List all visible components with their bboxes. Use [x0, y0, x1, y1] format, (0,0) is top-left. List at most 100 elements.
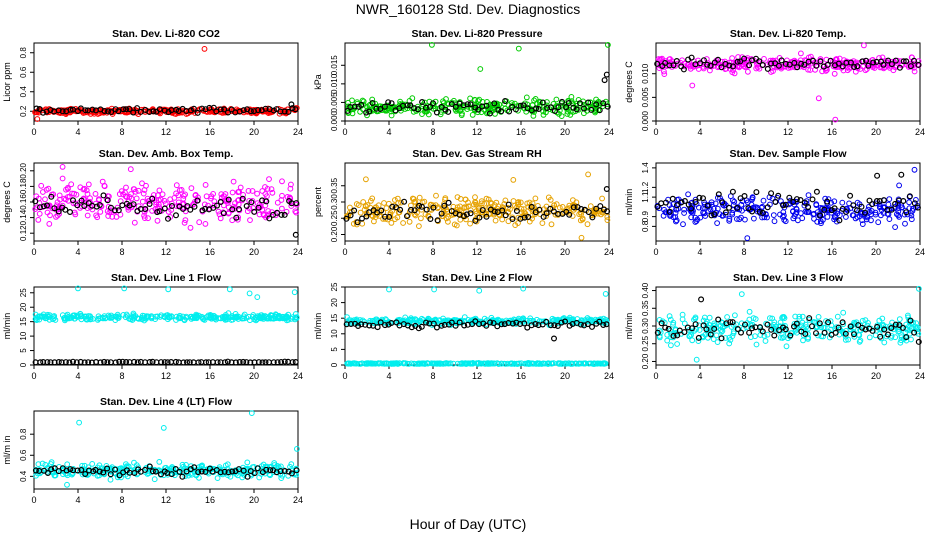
data-point-magenta — [736, 64, 742, 71]
x-tick-label: 4 — [75, 371, 80, 381]
data-point-magenta — [661, 71, 668, 77]
data-point-black — [115, 207, 122, 214]
data-point-magenta — [220, 202, 227, 209]
data-point-green — [537, 99, 543, 106]
data-point-black — [248, 199, 255, 206]
data-point-black — [115, 108, 122, 115]
data-point-blue — [813, 201, 820, 208]
data-point-orange — [478, 198, 485, 205]
data-point-black — [36, 105, 43, 112]
y-tick-label: 20 — [19, 302, 28, 311]
data-point-black — [150, 108, 157, 115]
data-point-black — [385, 321, 392, 328]
data-point-black — [401, 198, 408, 205]
data-point-black — [220, 210, 227, 217]
data-point-black — [771, 332, 778, 339]
data-point-black — [654, 203, 661, 210]
data-point-black — [861, 209, 868, 216]
data-point-cyan — [693, 356, 700, 363]
data-point-cyan — [115, 313, 122, 320]
data-point-cyan — [602, 291, 609, 297]
data-point-black — [476, 214, 483, 221]
panel-3: Stan. Dev. Li-820 Temp. degrees C 0 4 8 12 16 2… — [624, 28, 925, 137]
data-point-green — [469, 112, 476, 118]
data-point-black — [100, 192, 107, 199]
data-point-black — [600, 206, 607, 213]
data-point-blue — [760, 197, 767, 204]
data-point-black — [423, 206, 430, 213]
data-point-black — [55, 107, 62, 114]
data-point-black — [548, 104, 555, 111]
data-point-magenta — [761, 56, 767, 62]
data-point-black — [775, 192, 782, 199]
data-point-black — [704, 61, 711, 68]
data-point-cyan — [762, 338, 769, 344]
data-point-magenta — [182, 217, 189, 224]
data-point-black — [558, 319, 565, 326]
data-point-black — [498, 108, 505, 115]
data-point-black — [791, 59, 798, 66]
data-point-magenta — [279, 205, 285, 212]
data-point-cyan — [123, 311, 130, 318]
y-tick-label: 0 — [19, 362, 28, 367]
data-point-black — [746, 62, 753, 69]
x-tick-label: 16 — [516, 247, 526, 257]
data-point-cyan — [260, 313, 267, 320]
y-tick-label: 0.20 — [19, 162, 28, 178]
data-point-cyan — [866, 334, 873, 341]
data-point-magenta — [682, 63, 688, 70]
data-point-magenta — [68, 181, 75, 188]
x-tick-label: 4 — [75, 495, 80, 505]
data-point-magenta — [56, 192, 63, 199]
data-point-black — [149, 358, 156, 365]
x-tick-label: 8 — [741, 127, 746, 137]
data-point-black — [593, 205, 600, 212]
data-point-magenta — [32, 206, 39, 213]
data-point-black — [517, 102, 524, 109]
data-point-cyan — [294, 446, 300, 452]
data-point-green — [357, 108, 364, 115]
data-point-black — [262, 359, 269, 366]
data-point-magenta — [156, 187, 163, 194]
data-point-cyan — [235, 313, 242, 320]
data-point-orange — [412, 212, 419, 219]
data-point-green — [369, 96, 376, 103]
data-point-black — [263, 198, 270, 205]
data-point-red — [201, 46, 208, 52]
data-point-black — [535, 105, 542, 112]
data-point-black — [858, 203, 865, 210]
data-point-magenta — [659, 55, 665, 62]
data-point-black — [464, 101, 471, 108]
data-point-cyan — [834, 313, 841, 320]
data-point-black — [486, 110, 493, 117]
data-point-black — [456, 319, 463, 326]
data-point-magenta — [730, 67, 736, 73]
data-point-magenta — [196, 219, 203, 226]
data-point-magenta — [71, 190, 77, 197]
data-point-black — [566, 322, 573, 329]
y-tick-label: 0.8 — [19, 47, 28, 59]
data-point-cyan — [165, 314, 172, 321]
data-point-magenta — [269, 189, 276, 196]
y-tick-label: 10 — [19, 331, 28, 340]
data-point-black — [292, 359, 299, 366]
data-point-orange — [579, 215, 586, 222]
data-point-cyan — [214, 475, 221, 482]
data-point-orange — [522, 210, 529, 217]
data-point-orange — [473, 201, 480, 208]
data-point-blue — [782, 218, 789, 225]
main-title: NWR_160128 Std. Dev. Diagnostics — [355, 1, 581, 17]
data-point-black — [243, 203, 250, 210]
data-point-cyan — [188, 316, 195, 322]
x-tick-label: 12 — [783, 127, 793, 137]
data-point-orange — [418, 215, 424, 222]
data-point-black — [78, 197, 85, 204]
x-tick-label: 12 — [472, 247, 482, 257]
data-point-orange — [479, 209, 486, 216]
data-point-magenta — [89, 206, 96, 213]
data-point-green — [460, 104, 467, 111]
data-point-black — [725, 204, 732, 211]
data-point-black — [512, 106, 519, 113]
data-point-black — [601, 77, 608, 84]
data-point-black — [880, 197, 887, 204]
